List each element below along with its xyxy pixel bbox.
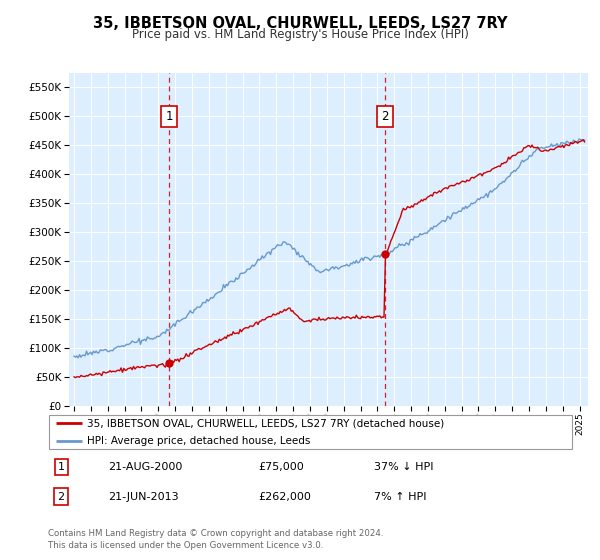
Text: 35, IBBETSON OVAL, CHURWELL, LEEDS, LS27 7RY: 35, IBBETSON OVAL, CHURWELL, LEEDS, LS27… (93, 16, 507, 31)
Text: 21-JUN-2013: 21-JUN-2013 (109, 492, 179, 502)
Bar (169, 73, 385, 406)
Text: Contains HM Land Registry data © Crown copyright and database right 2024.
This d: Contains HM Land Registry data © Crown c… (48, 529, 383, 550)
Text: 7% ↑ HPI: 7% ↑ HPI (373, 492, 426, 502)
Text: 1: 1 (58, 462, 65, 472)
Text: 37% ↓ HPI: 37% ↓ HPI (373, 462, 433, 472)
Text: Price paid vs. HM Land Registry's House Price Index (HPI): Price paid vs. HM Land Registry's House … (131, 28, 469, 41)
Text: 2: 2 (58, 492, 65, 502)
Text: £75,000: £75,000 (258, 462, 304, 472)
Text: 35, IBBETSON OVAL, CHURWELL, LEEDS, LS27 7RY (detached house): 35, IBBETSON OVAL, CHURWELL, LEEDS, LS27… (88, 418, 445, 428)
Text: £262,000: £262,000 (258, 492, 311, 502)
Text: 21-AUG-2000: 21-AUG-2000 (109, 462, 183, 472)
Text: 1: 1 (166, 110, 173, 123)
FancyBboxPatch shape (49, 414, 572, 449)
Text: 2: 2 (382, 110, 389, 123)
Text: HPI: Average price, detached house, Leeds: HPI: Average price, detached house, Leed… (88, 436, 311, 446)
